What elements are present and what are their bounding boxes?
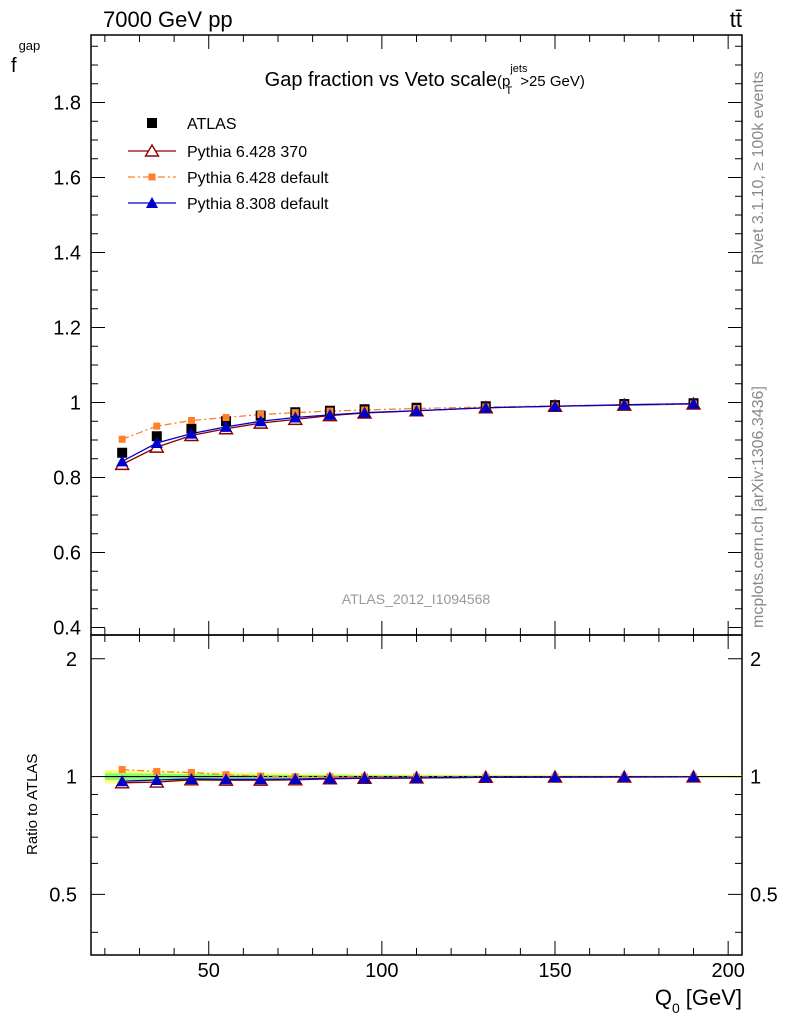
title-cut-sub: T xyxy=(505,85,512,97)
main-panel: 0.4 0.6 0.8 1 1.2 1.4 1.6 1.8 ATLAS_2012_I10945… xyxy=(11,34,743,640)
rivet-label: Rivet 3.1.10, ≥ 100k events xyxy=(750,71,767,265)
energy-label: 7000 GeV pp xyxy=(103,7,233,32)
main-watermark: ATLAS_2012_I1094568 xyxy=(342,591,491,607)
y-tick-label: 0.8 xyxy=(53,468,81,490)
data-point xyxy=(254,415,267,427)
series-line xyxy=(121,403,694,465)
data-point xyxy=(153,422,161,430)
x-tick-label: 50 xyxy=(198,960,220,982)
ratio-xlabel-sub: 0 xyxy=(672,1000,680,1016)
ratio-data-point xyxy=(187,769,195,777)
series-line xyxy=(121,403,694,440)
x-tick-label: 150 xyxy=(538,960,571,982)
y-tick-label: 1.6 xyxy=(53,168,81,190)
process-label: tt̄ xyxy=(730,7,742,32)
data-point xyxy=(151,431,162,442)
y-tick-label: 0.4 xyxy=(53,618,81,640)
y-tick-label-right: 0.5 xyxy=(750,884,778,906)
legend-marker xyxy=(146,197,158,208)
data-point xyxy=(150,437,163,448)
ratio-data-point xyxy=(118,766,126,774)
data-point xyxy=(410,404,423,416)
chart-title: Gap fraction vs Veto scale (pjets T >25 Ge… xyxy=(265,63,585,97)
ratio-data-point xyxy=(220,773,233,785)
data-point xyxy=(187,417,195,424)
y-tick-label: 1.2 xyxy=(53,318,81,340)
main-series xyxy=(114,396,702,471)
ratio-xlabel: Q0 [GeV] xyxy=(655,985,742,1016)
legend-label: Pythia 6.428 default xyxy=(187,170,329,187)
x-tick-label: 200 xyxy=(711,960,744,982)
ratio-axis-ticks: 50 100 150 200 0.5 0.5 1 1 2 2 xyxy=(49,635,778,982)
data-point xyxy=(185,427,198,439)
y-tick-label: 1.8 xyxy=(53,93,81,115)
legend-label: Pythia 6.428 370 xyxy=(187,144,307,161)
y-tick-label: 1.4 xyxy=(53,243,81,265)
ratio-data-point xyxy=(153,768,161,776)
legend-label: ATLAS xyxy=(187,116,237,133)
ratio-data-point xyxy=(289,772,302,784)
ratio-plot-frame xyxy=(90,634,743,956)
data-point xyxy=(289,411,302,423)
legend-marker xyxy=(144,143,160,157)
mcplots-label: mcplots.cern.ch [arXiv:1306.3436] xyxy=(750,386,767,628)
y-tick-label-right: 2 xyxy=(750,649,761,671)
data-point xyxy=(479,401,492,413)
ratio-ylabel: Ratio to ATLAS xyxy=(24,754,41,855)
main-ylabel-main: f xyxy=(11,55,17,77)
data-point xyxy=(618,398,631,410)
data-point xyxy=(116,455,129,467)
y-tick-label: 2 xyxy=(66,649,77,671)
legend-marker xyxy=(148,173,156,181)
data-point xyxy=(358,406,371,418)
y-tick-label: 1 xyxy=(66,767,77,789)
data-point xyxy=(323,408,336,420)
ratio-series xyxy=(114,766,702,789)
legend: ATLAS Pythia 6.428 370 Pythia 6.428 defaul… xyxy=(128,116,329,213)
ratio-panel: 50 100 150 200 0.5 0.5 1 1 2 2 Ratio to ATLAS Q0 [… xyxy=(24,634,778,1016)
data-point xyxy=(220,420,233,432)
ratio-data-point xyxy=(549,771,562,783)
data-point xyxy=(549,400,562,412)
y-tick-label: 0.5 xyxy=(49,884,77,906)
ratio-data-point xyxy=(618,770,631,782)
title-cut-sup: jets xyxy=(509,63,528,75)
title-cut-post: >25 GeV) xyxy=(520,73,585,90)
chart-title-cut: (pjets T >25 GeV) xyxy=(497,63,585,97)
y-tick-label: 0.6 xyxy=(53,543,81,565)
main-axis-ticks: 0.4 0.6 0.8 1 1.2 1.4 1.6 1.8 xyxy=(53,35,742,640)
ratio-xlabel-unit: [GeV] xyxy=(686,985,742,1010)
data-point xyxy=(687,397,700,409)
y-tick-label-right: 1 xyxy=(750,767,761,789)
main-ylabel: fgap xyxy=(11,38,40,77)
title-cut-pre: (p xyxy=(497,73,510,90)
data-point xyxy=(118,435,126,443)
ratio-data-point xyxy=(254,773,267,785)
y-tick-label: 1 xyxy=(70,393,81,415)
ratio-data-point xyxy=(410,771,423,783)
ratio-xlabel-main: Q xyxy=(655,985,672,1010)
ratio-data-point xyxy=(358,772,371,784)
legend-label: Pythia 8.308 default xyxy=(187,196,329,213)
ratio-data-point xyxy=(116,775,129,787)
data-point xyxy=(257,411,265,418)
x-tick-label: 100 xyxy=(365,960,398,982)
data-point xyxy=(117,447,128,458)
ratio-data-point xyxy=(687,770,700,782)
main-ylabel-sub: gap xyxy=(19,38,41,53)
chart-title-text: Gap fraction vs Veto scale xyxy=(265,69,497,91)
ratio-data-point xyxy=(150,773,163,785)
ratio-data-point xyxy=(323,772,336,784)
data-point xyxy=(222,414,230,421)
ratio-data-point xyxy=(479,771,492,783)
legend-marker xyxy=(147,118,157,128)
ratio-data-point xyxy=(185,772,198,784)
